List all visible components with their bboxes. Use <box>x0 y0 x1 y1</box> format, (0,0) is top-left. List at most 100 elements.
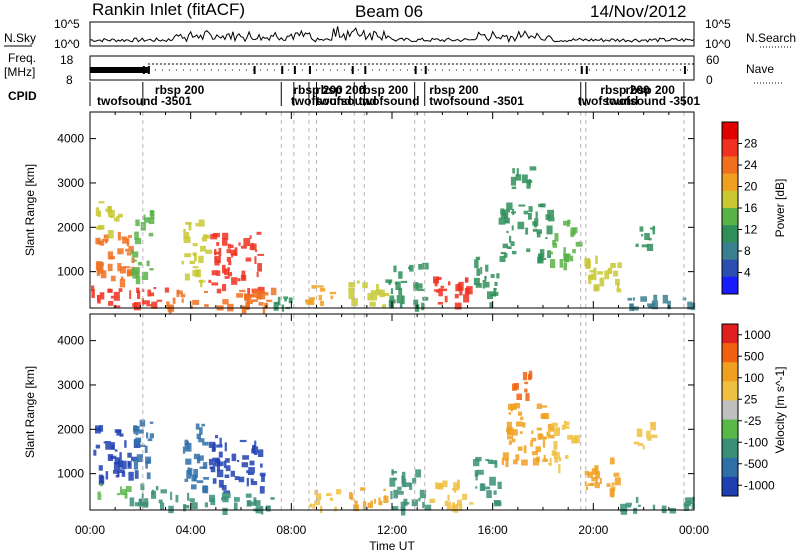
colorbar-segment-2 <box>722 156 738 175</box>
data-cell <box>610 486 616 492</box>
data-cell <box>411 499 418 507</box>
data-cell <box>227 492 231 499</box>
data-cell <box>404 482 411 487</box>
colorbar-tick-label-2: 12 <box>744 223 758 237</box>
data-cell <box>454 302 462 310</box>
data-cell <box>195 223 199 227</box>
data-cell <box>214 251 220 255</box>
data-cell <box>444 500 448 507</box>
data-cell <box>221 492 225 500</box>
data-region-9 <box>304 285 337 306</box>
data-cell <box>248 467 255 474</box>
data-cell <box>521 174 528 184</box>
data-cell <box>249 235 252 239</box>
data-cell <box>127 461 130 467</box>
data-cell <box>617 262 622 268</box>
data-region-0 <box>93 425 141 486</box>
data-region-7 <box>309 489 342 514</box>
data-cell <box>563 262 567 271</box>
data-cell <box>495 501 502 506</box>
data-cell <box>151 490 157 499</box>
data-cell <box>441 288 448 292</box>
data-cell <box>523 445 527 454</box>
data-cell <box>424 504 432 511</box>
data-cell <box>408 266 411 270</box>
data-cell <box>196 480 204 484</box>
data-cell <box>126 269 133 276</box>
data-cell <box>237 459 240 462</box>
data-cell <box>545 214 551 220</box>
data-cell <box>422 501 425 509</box>
data-cell <box>551 422 558 427</box>
data-cell <box>123 266 131 269</box>
data-cell <box>216 288 222 294</box>
nave-tick-bottom: 0 <box>706 73 713 87</box>
data-region-3 <box>132 419 154 480</box>
data-cell <box>97 210 102 217</box>
data-cell <box>484 276 487 282</box>
data-cell <box>528 213 532 220</box>
data-cell <box>489 302 493 308</box>
data-region-7 <box>244 287 277 301</box>
data-cell <box>639 226 644 232</box>
data-cell <box>117 248 124 255</box>
data-cell <box>148 217 155 225</box>
data-cell <box>128 246 134 252</box>
data-cell <box>219 437 222 446</box>
data-cell <box>419 489 427 499</box>
data-region-1 <box>95 231 136 288</box>
data-cell <box>547 434 555 439</box>
data-cell <box>208 458 214 466</box>
freq-tick-11 <box>585 66 588 74</box>
data-region-19 <box>627 294 696 312</box>
data-cell <box>101 262 104 267</box>
freq-tick-9 <box>424 66 427 74</box>
data-cell <box>548 251 553 255</box>
data-cell <box>595 471 601 479</box>
y-tick-label-2: 3000 <box>57 176 84 190</box>
data-cell <box>113 291 120 301</box>
data-cell <box>649 227 655 230</box>
data-cell <box>510 176 517 186</box>
data-cell <box>653 294 658 301</box>
data-cell <box>216 444 223 448</box>
freq-tick-bottom: 8 <box>66 73 73 87</box>
data-region-9 <box>389 469 432 516</box>
data-cell <box>216 469 224 478</box>
data-cell <box>690 302 696 311</box>
data-cell <box>376 289 382 296</box>
data-cell <box>208 441 216 448</box>
data-cell <box>222 264 226 274</box>
data-cell <box>137 290 141 299</box>
data-cell <box>118 288 123 292</box>
data-cell <box>196 433 201 440</box>
data-cell <box>528 374 532 381</box>
colorbar-segment-5 <box>722 208 738 226</box>
data-cell <box>607 267 613 275</box>
data-cell <box>103 441 107 444</box>
data-cell <box>234 476 240 481</box>
data-cell <box>644 233 650 240</box>
data-cell <box>143 214 146 221</box>
data-cell <box>146 260 150 267</box>
data-cell <box>391 506 399 510</box>
data-cell <box>131 257 135 263</box>
data-cell <box>539 249 545 258</box>
data-cell <box>309 297 315 300</box>
data-cell <box>453 504 459 513</box>
data-cell <box>98 425 104 432</box>
data-cell <box>535 446 541 453</box>
data-cell <box>97 494 102 500</box>
cpid-label-11: twofsound <box>578 94 639 108</box>
data-cell <box>636 428 643 437</box>
colorbar-segment-7 <box>722 457 738 478</box>
data-region-2 <box>95 201 123 239</box>
data-region-8 <box>273 296 293 312</box>
data-cell <box>192 270 200 277</box>
colorbar-segment-7 <box>722 242 738 261</box>
data-cell <box>629 304 633 308</box>
data-cell <box>433 276 439 284</box>
colorbar-tick-label-0: 4 <box>744 266 751 280</box>
data-cell <box>139 498 143 506</box>
data-cell <box>108 230 114 239</box>
